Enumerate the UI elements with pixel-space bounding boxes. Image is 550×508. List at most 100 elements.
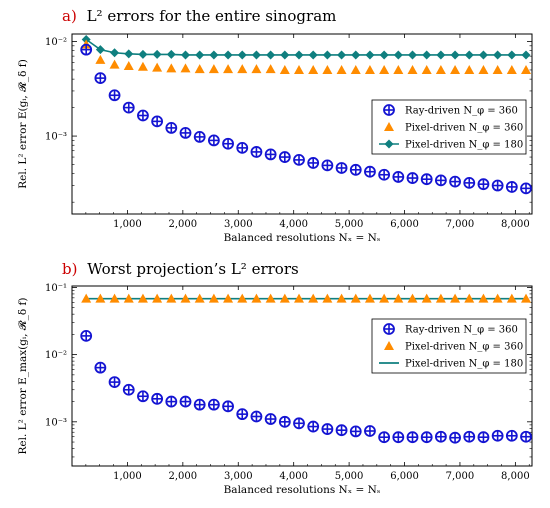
b-x-axis-label: Balanced resolutions Nₓ = Nₛ [224,484,381,496]
a-legend: Ray-driven N_φ = 360 Pixel-driven N_φ = 3… [371,99,527,155]
b-point-ray [94,361,107,374]
a-point-pixel180 [507,50,517,60]
a-x-tick-label: 4,000 [279,219,308,230]
b-point-pixel360 [265,293,276,303]
b-point-pixel360 [279,293,290,303]
a-series-pixel360 [81,39,532,74]
b-legend-marker-ray [383,323,395,335]
b-y-tick-label: 10⁻¹ [45,283,67,294]
b-point-pixel360 [521,293,532,303]
a-point-pixel180 [237,50,247,60]
b-point-ray [193,398,206,411]
b-point-pixel360 [421,293,432,303]
b-point-pixel360 [123,293,134,303]
b-point-pixel360 [152,293,163,303]
a-x-tick-label: 1,000 [113,219,142,230]
panel-a-tag: a) [62,7,77,25]
b-point-pixel360 [336,293,347,303]
a-point-ray [378,168,391,181]
a-x-tick-label: 5,000 [335,219,364,230]
a-point-pixel180 [393,50,403,60]
a-point-pixel360 [450,64,461,74]
a-x-tick-label: 6,000 [390,219,419,230]
b-point-ray [179,395,192,408]
a-point-pixel180 [337,50,347,60]
a-point-pixel180 [209,50,219,60]
b-point-ray [122,383,135,396]
a-point-pixel180 [152,49,162,59]
b-point-ray [222,400,234,413]
a-point-pixel360 [194,64,205,74]
b-legend-label-pixel180: Pixel-driven N_φ = 180 [405,359,523,370]
b-point-pixel360 [435,293,446,303]
panel-b-tag: b) [62,260,77,278]
a-point-ray [222,137,234,150]
b-point-ray [434,430,447,443]
a-point-ray [122,101,135,114]
a-point-pixel360 [421,64,432,74]
b-point-ray [505,429,518,442]
a-point-pixel180 [95,45,105,55]
b-point-ray [278,415,291,428]
a-point-pixel360 [393,64,404,74]
a-point-pixel180 [408,50,418,60]
a-point-pixel360 [464,64,475,74]
b-point-pixel360 [137,293,148,303]
a-series-pixel180 [81,34,531,60]
a-x-tick-label: 8,000 [501,219,530,230]
b-y-axis-label: Rel. L² error E_max(gᵢ, 𝓡_δ f) [16,298,29,455]
a-point-pixel360 [506,64,517,74]
b-x-tick-label: 5,000 [335,471,364,482]
b-point-ray [420,431,433,444]
b-point-ray [491,429,504,442]
a-point-pixel180 [266,50,276,60]
b-y-tick-label: 10⁻² [45,350,67,361]
a-point-pixel360 [109,59,120,69]
b-point-pixel360 [294,293,305,303]
b-point-ray [392,431,405,444]
b-point-pixel360 [251,293,262,303]
a-point-ray [505,181,518,193]
b-point-ray [307,420,320,433]
a-x-axis-label: Balanced resolutions Nₓ = Nₛ [224,232,381,244]
a-point-pixel180 [138,49,148,59]
a-point-pixel360 [208,64,219,74]
a-point-pixel180 [322,50,332,60]
b-point-ray [321,423,334,435]
a-point-ray [264,148,277,161]
a-point-ray [179,127,192,139]
a-point-ray [236,141,249,154]
a-point-pixel180 [493,50,503,60]
a-point-pixel180 [280,50,290,60]
b-point-ray [378,431,391,444]
a-legend-box [371,99,527,155]
a-point-pixel360 [492,64,503,74]
a-legend-label-pixel180: Pixel-driven N_φ = 180 [405,140,523,151]
a-point-ray [307,157,320,169]
a-point-pixel180 [251,50,261,60]
b-point-pixel360 [379,293,390,303]
b-point-ray [264,413,277,425]
a-point-ray [449,175,461,188]
a-point-ray [250,146,263,158]
b-point-ray [236,408,249,421]
b-point-pixel360 [492,293,503,303]
a-point-pixel180 [110,48,120,58]
a-point-pixel360 [379,64,390,74]
a-point-pixel180 [181,50,191,60]
a-x-tick-label: 3,000 [224,219,253,230]
b-series-pixel360 [81,293,532,303]
a-point-pixel180 [351,50,361,60]
a-point-pixel360 [435,64,446,74]
b-point-pixel360 [223,293,234,303]
chart-a: 1,000 2,000 3,000 4,000 5,000 6,000 7,000 8,000… [16,33,533,244]
b-legend: Ray-driven N_φ = 360 Pixel-driven N_φ = 3… [371,318,527,374]
a-point-ray [151,115,164,128]
a-point-ray [349,163,362,176]
b-legend-label-ray: Ray-driven N_φ = 360 [405,325,518,336]
b-point-pixel360 [109,293,120,303]
a-point-ray [520,182,532,195]
a-point-ray [335,162,348,174]
a-point-ray [420,173,433,186]
b-point-ray [165,395,178,408]
